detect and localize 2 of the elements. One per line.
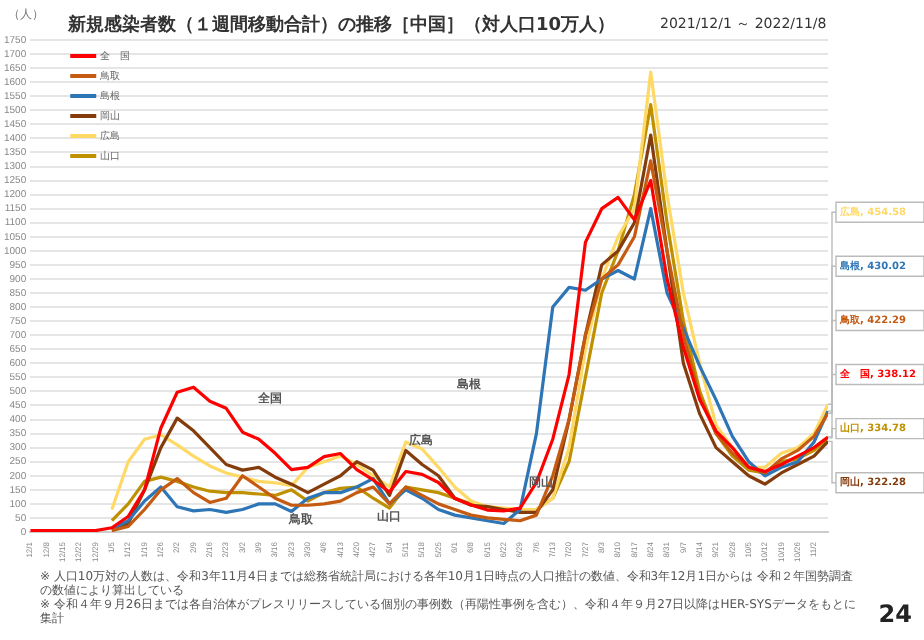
chart-title: 新規感染者数（１週間移動合計）の推移［中国］（対人口10万人） — [68, 12, 616, 38]
text: 24 — [878, 600, 912, 628]
